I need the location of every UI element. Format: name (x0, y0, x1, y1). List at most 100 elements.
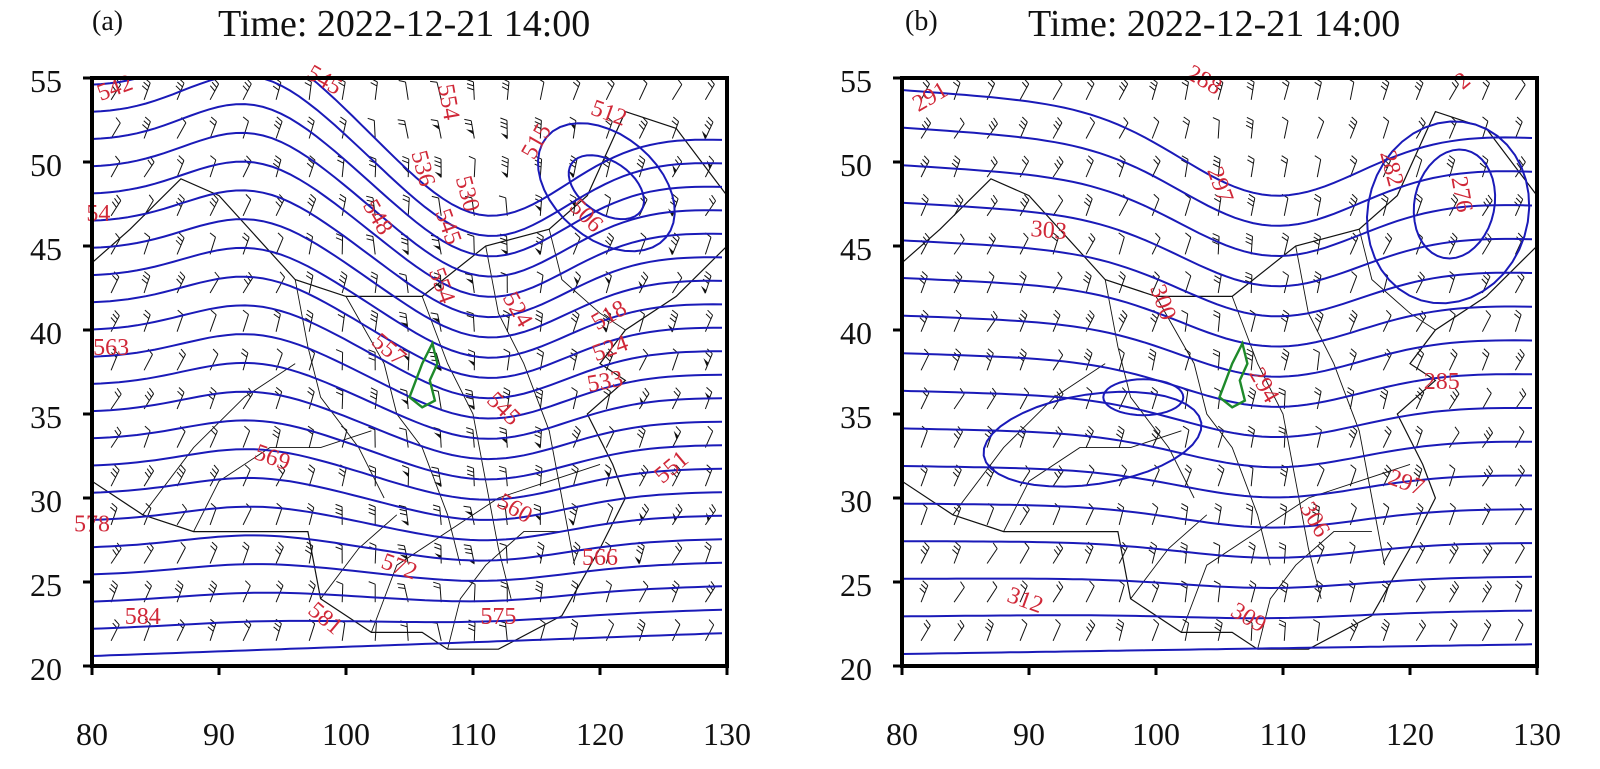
wind-barb-feather (1382, 622, 1389, 628)
wind-barb-feather (987, 618, 994, 625)
wind-barb-flag (465, 278, 473, 285)
wind-barb-feather (677, 271, 683, 279)
wind-barb-feather (399, 512, 408, 516)
wind-barb-shaft (1085, 238, 1096, 255)
wind-barb-shaft (1382, 469, 1392, 487)
wind-barb-flag (434, 553, 442, 560)
wind-barb-feather (109, 587, 115, 594)
wind-barb-feather (638, 429, 645, 435)
wind-barb-feather (148, 387, 155, 395)
wind-barb-feather (1283, 348, 1290, 354)
wind-barb-feather (1213, 314, 1220, 319)
wind-barb-shaft (341, 198, 347, 216)
wind-barb-flag (400, 399, 408, 405)
wind-barb-feather (498, 195, 506, 199)
wind-barb-feather (1380, 390, 1388, 396)
wind-barb-feather (401, 237, 408, 241)
wind-barb-feather (466, 83, 474, 87)
wind-barb-feather (142, 274, 149, 281)
wind-barb-shaft (275, 470, 286, 487)
wind-barb-feather (366, 199, 374, 203)
wind-barb-feather (180, 541, 186, 548)
wind-barb-shaft (436, 623, 442, 641)
wind-barb-feather (1416, 352, 1423, 358)
wind-barb-flag (634, 556, 641, 565)
wind-barb-feather (433, 272, 441, 276)
wind-barb-feather (144, 618, 151, 625)
wind-barb-feather (1349, 352, 1356, 358)
wind-barb-feather (1450, 622, 1456, 629)
wind-barb-feather (535, 584, 543, 589)
wind-barb-shaft (440, 275, 442, 294)
wind-barb-feather (398, 311, 407, 315)
wind-barb-feather (1182, 425, 1190, 431)
wind-barb-shaft (1250, 236, 1253, 255)
wind-barb-feather (214, 271, 220, 278)
wind-barb-feather (275, 387, 283, 393)
wind-barb-shaft (1316, 198, 1322, 216)
wind-barb-shaft (209, 623, 217, 641)
contour-label: 569 (251, 439, 294, 476)
wind-barb-feather (606, 352, 613, 358)
wind-barb-shaft (1349, 121, 1358, 139)
wind-barb-feather (466, 469, 474, 473)
wind-barb-feather (1383, 502, 1390, 509)
wind-barb-feather (335, 233, 343, 237)
wind-barb-shaft (986, 586, 998, 603)
wind-barb-feather (1021, 618, 1028, 625)
wind-barb-feather (1022, 506, 1028, 514)
wind-barb-feather (536, 236, 543, 242)
wind-barb-feather (1123, 117, 1129, 124)
wind-barb-shaft (638, 276, 649, 294)
wind-barb-feather (539, 618, 546, 624)
wind-barb-feather (176, 584, 183, 590)
wind-barb-feather (1024, 542, 1030, 549)
wind-barb-feather (1116, 162, 1123, 169)
wind-barb-feather (1153, 193, 1160, 200)
wind-barb-feather (112, 468, 118, 475)
wind-barb-feather (533, 503, 541, 508)
contour-label: 515 (516, 120, 557, 164)
wind-barb-feather (115, 155, 121, 162)
wind-barb-feather (1117, 502, 1124, 508)
contour-label: 294 (1243, 363, 1284, 407)
wind-barb-feather (1154, 271, 1160, 277)
wind-barb-shaft (953, 431, 963, 448)
wind-barb-shaft (539, 391, 544, 410)
wind-barb-feather (958, 194, 964, 201)
province-boundary (421, 296, 512, 599)
wind-barb-feather (431, 195, 439, 199)
wind-barb-feather (1119, 85, 1125, 92)
contour-label: 551 (650, 446, 694, 489)
wind-barb-shaft (1415, 547, 1426, 564)
wind-barb-shaft (671, 547, 683, 564)
wind-barb-feather (919, 587, 926, 594)
wind-barb-shaft (1382, 160, 1391, 178)
wind-barb-feather (309, 155, 316, 161)
wind-barb-shaft (1415, 392, 1425, 410)
wind-barb-feather (466, 315, 474, 319)
wind-barb-feather (1418, 348, 1424, 355)
wind-barb-flag (466, 129, 474, 135)
wind-barb-feather (1155, 232, 1161, 239)
wind-barb-feather (1019, 274, 1026, 281)
wind-barb-shaft (1514, 354, 1525, 371)
wind-barb-feather (992, 542, 998, 549)
wind-barb-feather (464, 273, 472, 276)
wind-barb-feather (1057, 426, 1063, 433)
wind-barb-feather (209, 120, 216, 126)
wind-barb-feather (535, 588, 542, 593)
wind-barb-feather (178, 155, 185, 161)
wind-barb-feather (434, 164, 442, 168)
wind-barb-feather (1485, 430, 1491, 437)
wind-barb-feather (402, 155, 409, 160)
wind-barb-shaft (308, 159, 316, 178)
wind-barb-feather (1349, 541, 1356, 547)
wind-barb-feather (603, 390, 610, 396)
wind-barb-flag (604, 469, 610, 478)
wind-barb-feather (1023, 155, 1029, 162)
x-tick-label: 110 (449, 716, 497, 752)
wind-barb-feather (1515, 197, 1522, 204)
wind-barb-flag (534, 204, 541, 212)
wind-barb-feather (1352, 619, 1359, 625)
